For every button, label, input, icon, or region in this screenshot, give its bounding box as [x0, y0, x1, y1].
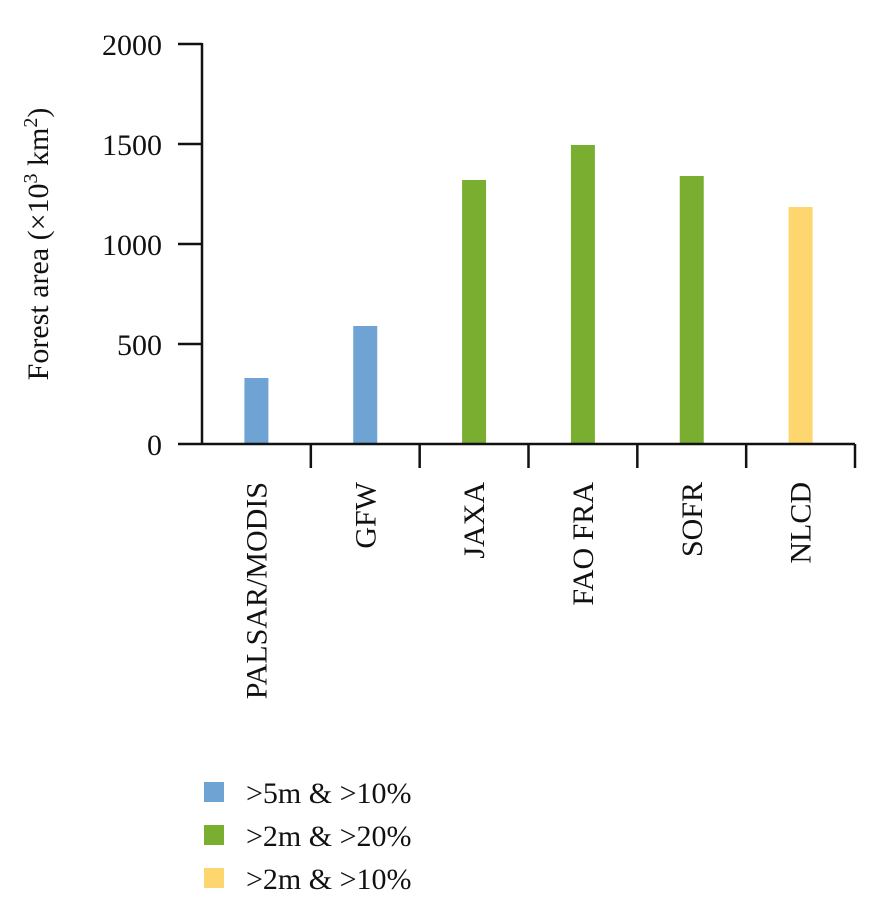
legend: >5m & >10% >2m & >20% >2m & >10% — [204, 777, 412, 896]
y-tick-label: 1500 — [102, 129, 162, 162]
bars — [244, 145, 813, 444]
legend-swatch — [204, 868, 224, 888]
x-category-label: SOFR — [676, 482, 709, 557]
y-axis-title: Forest area (×103 km2) — [20, 108, 55, 381]
legend-label: >5m & >10% — [246, 777, 412, 810]
bar — [462, 180, 487, 444]
x-category-label: NLCD — [785, 482, 818, 564]
legend-swatch — [204, 825, 224, 845]
x-category-label: JAXA — [458, 482, 491, 559]
bar — [353, 326, 378, 444]
y-tick-label: 0 — [147, 429, 162, 462]
bar — [570, 145, 595, 444]
y-axis-ticks: 0 500 1000 1500 2000 — [102, 29, 202, 462]
x-axis-ticks: PALSAR/MODIS GFW JAXA FAO FRA SOFR NLCD — [240, 444, 857, 699]
x-category-label: FAO FRA — [567, 482, 600, 606]
x-category-label: PALSAR/MODIS — [240, 482, 273, 699]
bar — [788, 207, 813, 444]
y-axis-title-end: ) — [22, 108, 55, 118]
x-category-label: GFW — [349, 481, 382, 548]
bar — [679, 176, 704, 444]
legend-swatch — [204, 782, 224, 802]
y-axis-title-sup1: 3 — [20, 173, 42, 183]
y-tick-label: 1000 — [102, 229, 162, 262]
y-tick-label: 2000 — [102, 29, 162, 62]
y-axis-title-mid: km — [22, 128, 55, 174]
y-axis-title-main: Forest area (×10 — [22, 183, 55, 380]
bar — [244, 378, 269, 444]
y-tick-label: 500 — [117, 329, 162, 362]
y-axis-title-sup2: 2 — [20, 118, 42, 128]
legend-label: >2m & >20% — [246, 820, 412, 853]
legend-label: >2m & >10% — [246, 863, 412, 896]
